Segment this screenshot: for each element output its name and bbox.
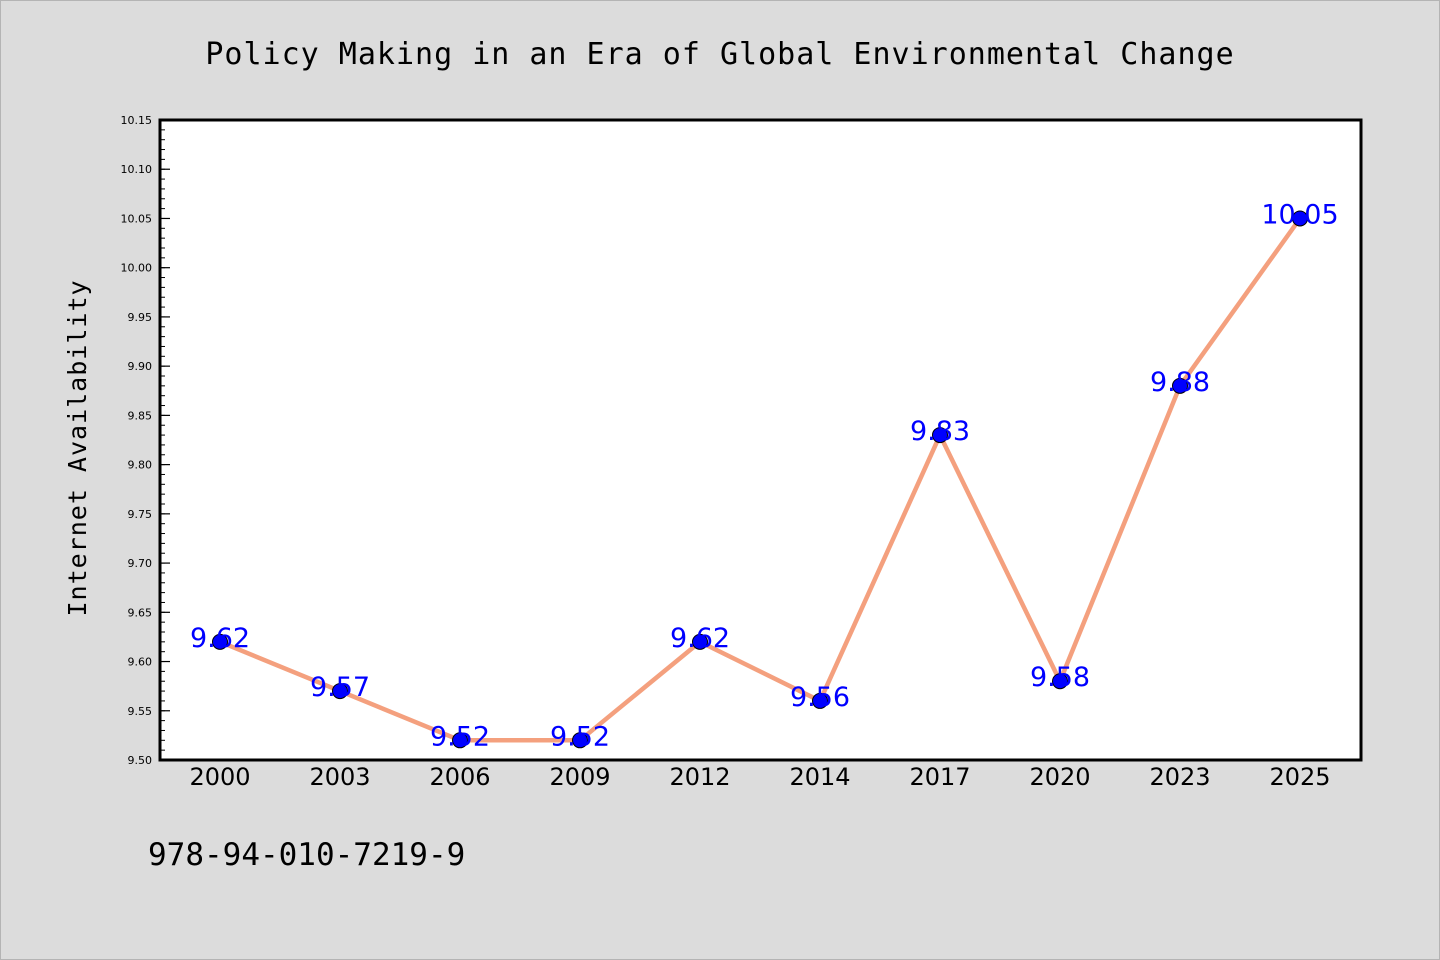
y-tick-label: 9.80 [128, 459, 153, 472]
x-tick-label: 2025 [1269, 763, 1330, 791]
x-tick-label: 2017 [909, 763, 970, 791]
isbn-label: 978-94-010-7219-9 [148, 837, 465, 873]
data-point [452, 732, 468, 749]
y-tick-label: 10.10 [121, 163, 153, 176]
data-point [1052, 673, 1068, 690]
data-label: 9.62 [670, 623, 730, 654]
y-tick-label: 9.65 [128, 606, 153, 619]
y-tick-label: 9.50 [128, 754, 153, 767]
data-point [212, 633, 228, 650]
data-labels: 9.62 9.57 9.52 9.52 9.62 9.56 9.83 9.58 9.88 10.0… [190, 199, 1339, 752]
data-point [692, 633, 708, 650]
y-tick-label: 9.75 [128, 508, 153, 521]
data-label: 10.05 [1261, 199, 1338, 230]
data-label: 9.56 [790, 682, 850, 713]
data-point [932, 427, 948, 444]
y-tick-label: 9.85 [128, 409, 153, 422]
data-point [1172, 377, 1188, 394]
series-line [217, 216, 1303, 743]
data-point [572, 732, 588, 749]
y-tick-labels: 9.50 9.55 9.60 9.65 9.70 9.75 9.80 9.85 9.90 9.95… [121, 114, 153, 767]
y-tick-label: 9.55 [128, 705, 153, 718]
y-tick-label: 9.95 [128, 311, 153, 324]
x-tick-labels: 2000 2003 2006 2009 2012 2014 2017 2020 2023 2025 [189, 763, 1330, 791]
x-tick-label: 2014 [789, 763, 850, 791]
data-label: 9.58 [1030, 662, 1090, 693]
data-label: 9.52 [430, 721, 490, 752]
data-point [812, 692, 828, 709]
x-tick-label: 2003 [309, 763, 370, 791]
data-point [1292, 210, 1308, 227]
y-tick-label: 9.70 [128, 557, 153, 570]
data-label: 9.88 [1150, 367, 1210, 398]
x-tick-label: 2000 [189, 763, 250, 791]
data-label: 9.62 [190, 623, 250, 654]
data-markers [212, 210, 1308, 749]
y-tick-label: 9.60 [128, 656, 153, 669]
data-label: 9.83 [910, 416, 970, 447]
y-tick-label: 10.00 [121, 262, 153, 275]
x-tick-label: 2006 [429, 763, 490, 791]
plot-area [160, 120, 1361, 760]
plot-border [158, 118, 1363, 762]
y-tick-label: 10.05 [121, 212, 153, 225]
y-tick-label: 9.90 [128, 360, 153, 373]
y-axis-label: Internet Availability [63, 279, 92, 616]
data-point [332, 683, 348, 700]
data-label: 9.52 [550, 721, 610, 752]
x-tick-label: 2009 [549, 763, 610, 791]
x-tick-label: 2020 [1029, 763, 1090, 791]
chart-title: Policy Making in an Era of Global Enviro… [205, 37, 1234, 72]
y-tick-label: 10.15 [121, 114, 153, 127]
data-label: 9.57 [310, 672, 370, 703]
x-tick-label: 2023 [1149, 763, 1210, 791]
x-tick-label: 2012 [669, 763, 730, 791]
